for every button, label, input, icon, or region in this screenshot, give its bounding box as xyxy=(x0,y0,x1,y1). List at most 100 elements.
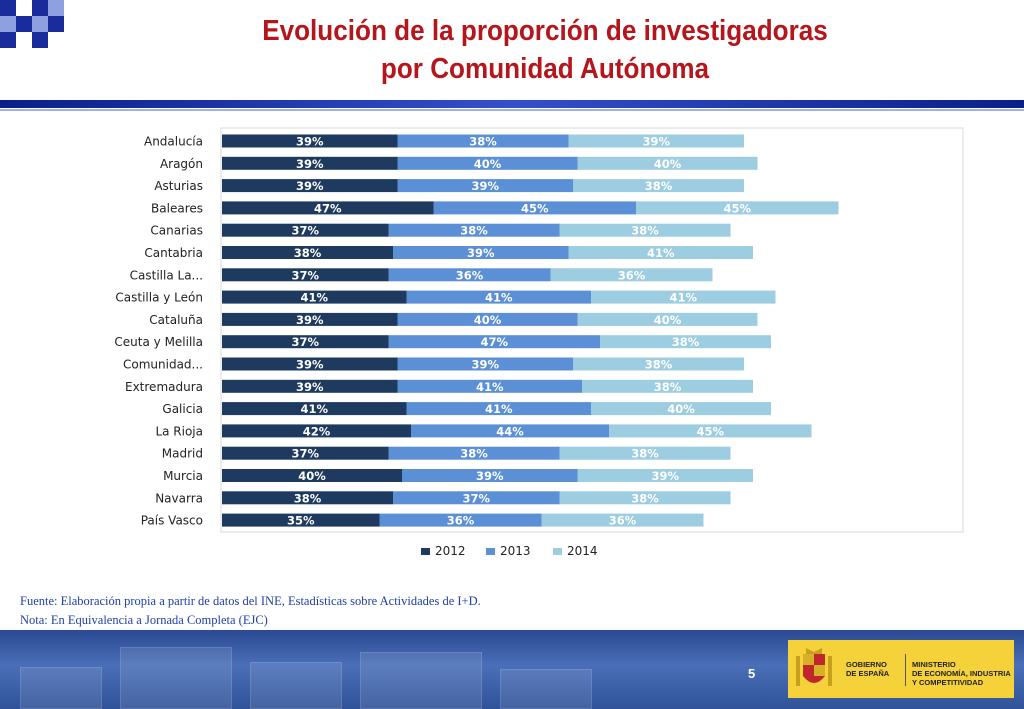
data-label: 40% xyxy=(298,469,326,483)
bar-2012 xyxy=(222,223,389,237)
data-label: 39% xyxy=(471,179,499,193)
legend-swatch-2014 xyxy=(553,548,562,555)
bar-2012 xyxy=(222,201,434,215)
bar-2012 xyxy=(222,379,398,393)
category-label: Asturias xyxy=(154,179,203,193)
data-label: 39% xyxy=(476,469,504,483)
bar-2013 xyxy=(406,290,591,304)
data-label: 39% xyxy=(296,380,324,394)
data-label: 45% xyxy=(521,201,549,215)
bar-2012 xyxy=(222,469,402,482)
data-label: 40% xyxy=(667,402,695,416)
data-label: 40% xyxy=(474,157,502,171)
bar-2012 xyxy=(222,446,389,460)
data-label: 37% xyxy=(291,224,319,238)
corner-decoration xyxy=(0,0,80,60)
data-label: 39% xyxy=(296,358,324,372)
bar-2013 xyxy=(388,223,560,237)
data-label: 37% xyxy=(462,491,490,505)
bar-2014 xyxy=(550,268,713,282)
footer-banner: 5 GOBIERNO DE ESPAÑA MINISTERIO DE ECONO… xyxy=(0,630,1024,709)
bar-2013 xyxy=(397,357,573,371)
legend-swatch-2012 xyxy=(421,548,430,555)
title-line-1: Evolución de la proporción de investigad… xyxy=(262,15,828,47)
bar-2013 xyxy=(393,246,569,259)
ministry-line-1: MINISTERIO xyxy=(912,660,956,669)
data-label: 41% xyxy=(300,402,328,416)
gov-line-1: GOBIERNO xyxy=(846,660,887,669)
category-label: Navarra xyxy=(155,491,203,505)
legend-label: 2014 xyxy=(567,544,598,558)
bar-2012 xyxy=(222,268,389,282)
bar-2012 xyxy=(222,357,398,371)
bar-2012 xyxy=(222,312,398,326)
data-label: 44% xyxy=(496,424,524,438)
category-label: La Rioja xyxy=(155,424,203,438)
data-label: 36% xyxy=(618,268,646,282)
bar-2013 xyxy=(388,268,551,282)
header-rule-thin xyxy=(0,109,1024,111)
ministry-line-2: DE ECONOMÍA, INDUSTRIA xyxy=(912,669,1011,678)
data-label: 38% xyxy=(645,179,673,193)
data-label: 39% xyxy=(471,358,499,372)
bar-2013 xyxy=(397,312,578,326)
category-label: Madrid xyxy=(162,447,203,461)
bar-2013 xyxy=(397,379,582,393)
data-label: 37% xyxy=(291,447,319,461)
data-label: 40% xyxy=(654,313,682,327)
category-label: Ceuta y Melilla xyxy=(114,335,203,349)
bar-2013 xyxy=(402,469,578,482)
data-label: 39% xyxy=(296,179,324,193)
data-label: 38% xyxy=(460,447,488,461)
ministry-line-3: Y COMPETITIVIDAD xyxy=(912,678,984,687)
bar-2014 xyxy=(559,223,731,237)
bar-2013 xyxy=(388,446,560,460)
category-label: Aragón xyxy=(160,157,203,171)
category-label: Murcia xyxy=(163,469,203,483)
legend-label: 2013 xyxy=(500,544,531,558)
bar-2014 xyxy=(568,246,753,259)
page-title: Evolución de la proporción de investigad… xyxy=(190,12,901,88)
category-label: Cantabria xyxy=(144,246,203,260)
legend-label: 2012 xyxy=(435,544,466,558)
data-label: 36% xyxy=(456,268,484,282)
category-label: Castilla La... xyxy=(130,268,203,282)
category-label: Extremadura xyxy=(125,380,203,394)
bar-2014 xyxy=(577,156,758,170)
bar-2013 xyxy=(393,491,560,505)
ministry-name: MINISTERIO DE ECONOMÍA, INDUSTRIA Y COMP… xyxy=(912,660,1011,687)
plot-area xyxy=(220,127,964,533)
data-label: 41% xyxy=(485,402,513,416)
bar-2014 xyxy=(568,134,744,148)
bar-2014 xyxy=(609,424,812,438)
data-label: 39% xyxy=(467,246,495,260)
data-label: 39% xyxy=(296,157,324,171)
data-label: 38% xyxy=(469,135,497,149)
data-label: 37% xyxy=(291,268,319,282)
data-label: 38% xyxy=(672,335,700,349)
data-label: 47% xyxy=(314,201,342,215)
government-logo: GOBIERNO DE ESPAÑA MINISTERIO DE ECONOMÍ… xyxy=(788,640,1014,698)
title-line-2: por Comunidad Autónoma xyxy=(380,53,710,85)
data-label: 40% xyxy=(654,157,682,171)
data-label: 36% xyxy=(447,514,475,528)
category-label: Baleares xyxy=(151,201,203,215)
legend-swatch-2013 xyxy=(486,548,495,555)
gov-line-2: DE ESPAÑA xyxy=(846,669,890,678)
bar-2013 xyxy=(406,402,591,416)
data-label: 38% xyxy=(645,358,673,372)
bar-2014 xyxy=(600,335,771,349)
data-label: 45% xyxy=(723,201,751,215)
data-label: 39% xyxy=(651,469,679,483)
data-label: 36% xyxy=(609,514,637,528)
data-label: 41% xyxy=(647,246,675,260)
bar-2012 xyxy=(222,424,411,438)
data-label: 45% xyxy=(696,424,724,438)
bar-2014 xyxy=(573,357,744,371)
category-label: Cataluña xyxy=(149,313,203,327)
bar-2013 xyxy=(433,201,636,215)
category-label: Canarias xyxy=(150,224,203,238)
notes: Fuente: Elaboración propia a partir de d… xyxy=(20,592,481,630)
data-label: 38% xyxy=(654,380,682,394)
bar-2013 xyxy=(397,156,578,170)
